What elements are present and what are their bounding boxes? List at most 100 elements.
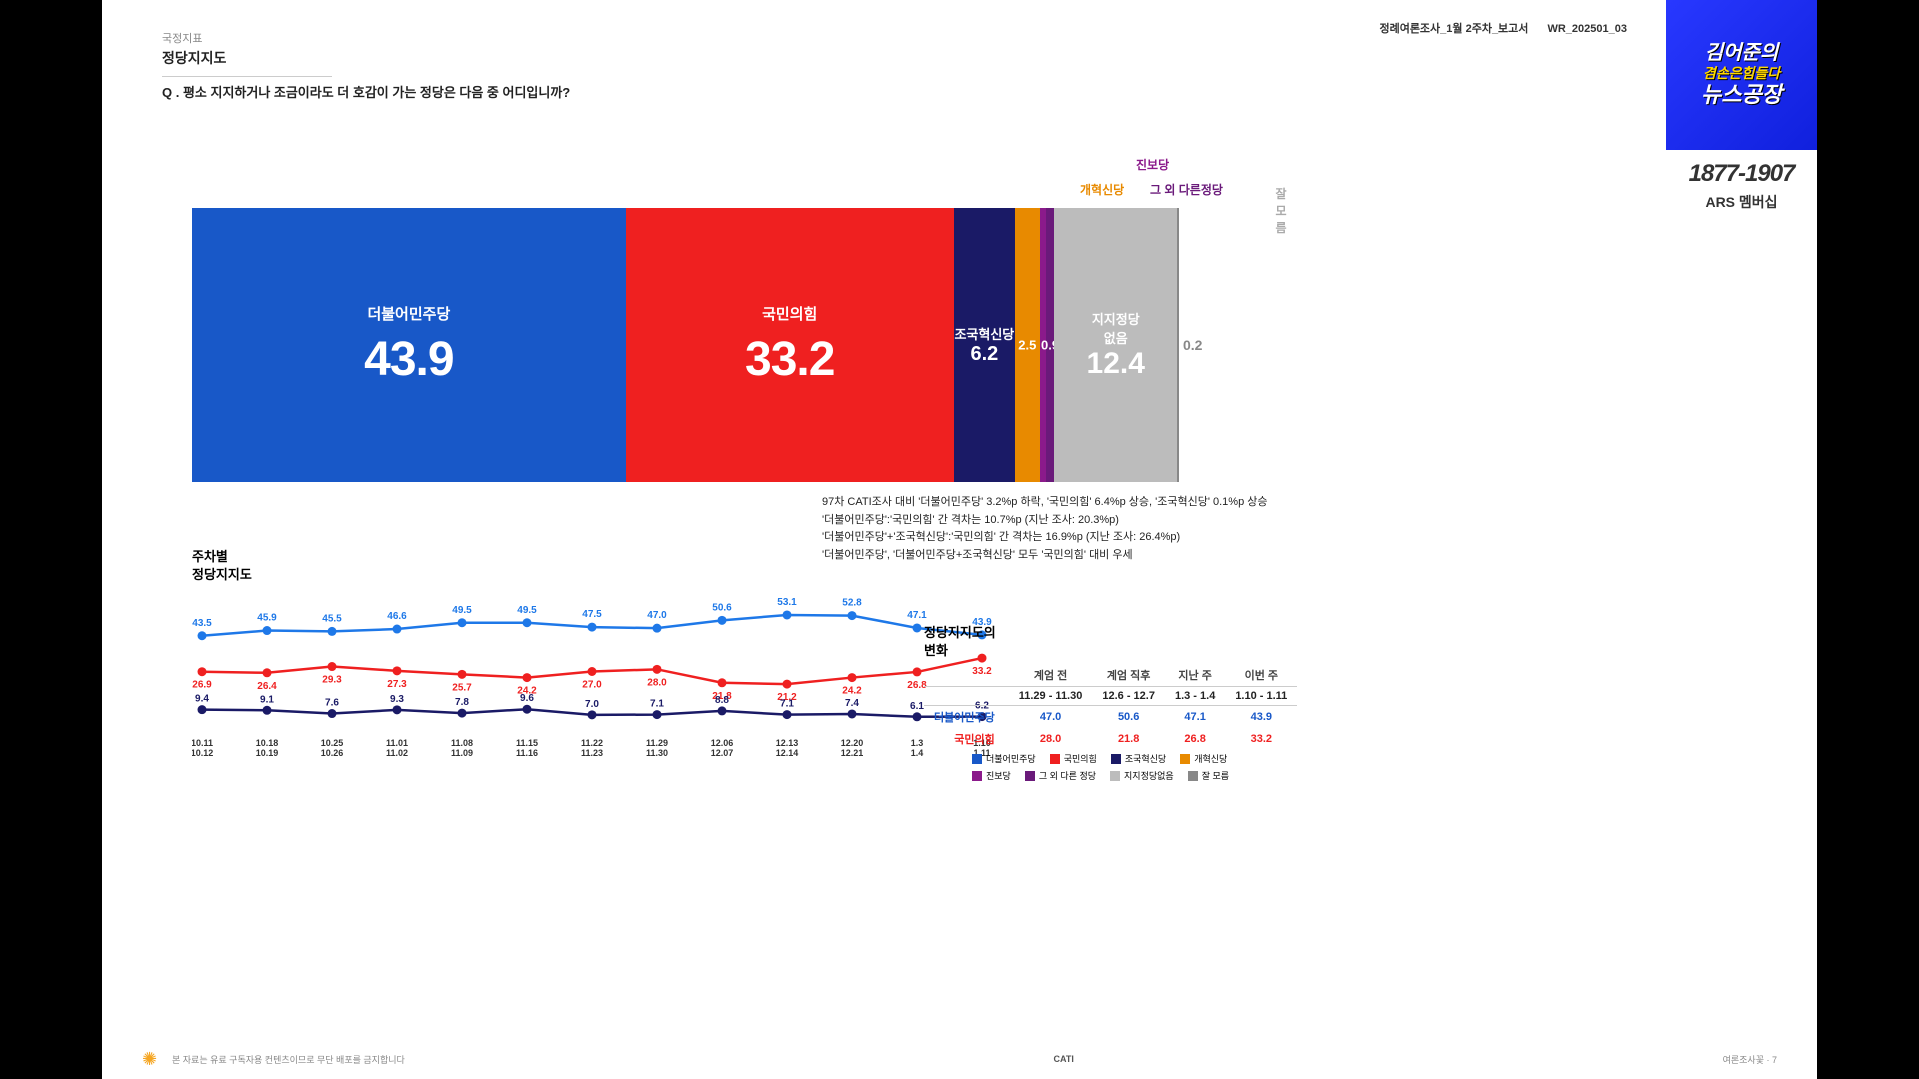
table-cell: 33.2 [1225,728,1297,750]
x-axis-label: 11.08 [451,738,473,748]
table-subheader: 12.6 - 12.7 [1092,687,1165,706]
line-point [653,624,662,633]
line-point [328,662,337,671]
line-point [523,673,532,682]
row-label: 더불어민주당 [924,706,1009,729]
line-value-label: 9.6 [520,693,534,704]
legend-label: 조국혁신당 [1125,752,1166,765]
x-axis-label: 10.25 [321,738,344,748]
bar-segment-0: 더불어민주당43.9 [192,208,626,482]
line-point [783,680,792,689]
x-axis-label: 1.3 [911,738,924,748]
sun-icon: ✺ [142,1049,162,1069]
line-point [913,623,922,632]
x-axis-label: 11.22 [581,738,603,748]
note-line-2: '더불어민주당'+'조국혁신당':'국민의힘' 간 격차는 16.9%p (지난… [822,529,1268,547]
brand-logo: 김어준의 겸손은힘들다 뉴스공장 [1666,0,1817,150]
stacked-bar-chart: 더불어민주당43.9국민의힘33.2조국혁신당6.22.50.60.9지지정당 … [192,208,1180,482]
line-value-label: 7.6 [325,698,339,709]
legend-label: 개혁신당 [1194,752,1227,765]
line-point [198,705,207,714]
bar-segment-2: 조국혁신당6.2 [954,208,1015,482]
legend-row: 진보당그 외 다른 정당지지정당없음잘 모름 [972,769,1229,782]
line-value-label: 9.3 [390,694,404,705]
line-point [718,706,727,715]
table-header: 이번 주 [1225,664,1297,687]
line-point [198,631,207,640]
x-axis-label: 11.30 [646,748,668,758]
table-row: 더불어민주당47.050.647.143.9 [924,706,1297,729]
report-code: WR_202501_03 [1547,23,1627,35]
x-axis-label: 10.12 [192,748,213,758]
legend-swatch [1188,771,1198,781]
legend-item: 더불어민주당 [972,752,1036,765]
header-block: 국정지표 정당지지도 [162,30,332,77]
line-value-label: 46.6 [387,611,407,622]
x-axis-label: 12.21 [841,748,864,758]
line-value-label: 49.5 [517,605,537,616]
table-subheader: 1.3 - 1.4 [1165,687,1225,706]
note-line-3: '더불어민주당', '더불어민주당+조국혁신당' 모두 '국민의힘' 대비 우세 [822,547,1268,565]
table-header: 계엄 전 [1009,664,1093,687]
line-point [653,665,662,674]
table-cell: 28.0 [1009,728,1093,750]
line-point [393,625,402,634]
x-axis-label: 10.26 [321,748,344,758]
top-party-labels: 진보당개혁신당그 외 다른정당잘 모름 [192,148,1292,203]
legend-swatch [972,754,982,764]
line-value-label: 47.5 [582,609,602,620]
line-point [198,667,207,676]
table-cell: 21.8 [1092,728,1165,750]
x-axis-label: 11.02 [386,748,408,758]
legend-label: 국민의힘 [1064,752,1097,765]
legend-label: 더불어민주당 [986,752,1036,765]
line-value-label: 43.5 [192,618,212,629]
page-footer: ✺ 본 자료는 유료 구독자용 컨텐츠이므로 무단 배포를 금지합니다 CATI… [102,1049,1817,1069]
x-axis-label: 11.09 [451,748,473,758]
question-text: Q . 평소 지지하거나 조금이라도 더 호감이 가는 정당은 다음 중 어디입… [162,82,570,101]
line-point [458,618,467,627]
line-value-label: 50.6 [712,602,732,613]
top-label-dontknow: 잘 모름 [1270,185,1292,236]
line-value-label: 9.1 [260,694,274,705]
line-point [588,710,597,719]
x-axis-label: 10.18 [256,738,279,748]
footer-method: CATI [1054,1054,1074,1064]
top-label-etc: 그 외 다른정당 [1150,181,1223,198]
table-subheader: 1.10 - 1.11 [1225,687,1297,706]
bar-segment-5: 0.9 [1046,208,1055,482]
logo-years: 1877-1907 [1666,160,1817,188]
table-header: 지난 주 [1165,664,1225,687]
line-point [848,611,857,620]
legend-item: 개혁신당 [1180,752,1227,765]
line-value-label: 52.8 [842,598,862,609]
weekly-chart-title: 주차별정당지지도 [192,548,252,584]
legend-swatch [972,771,982,781]
footer-disclaimer: 본 자료는 유료 구독자용 컨텐츠이므로 무단 배포를 금지합니다 [172,1053,405,1066]
legend-swatch [1111,754,1121,764]
line-value-label: 8.8 [715,695,729,706]
x-axis-label: 11.16 [516,748,538,758]
bar-segment-7: 0.2 [1177,208,1179,482]
legend-item: 지지정당없음 [1110,769,1174,782]
line-point [393,666,402,675]
line-point [393,705,402,714]
page-container: 정례여론조사_1월 2주차_보고서 WR_202501_03 김어준의 겸손은힘… [102,0,1817,1079]
legend-swatch [1180,754,1190,764]
top-label-jinbo: 진보당 [1136,156,1169,173]
line-value-label: 26.9 [192,680,212,691]
row-label: 국민의힘 [924,728,1009,750]
line-point [588,623,597,632]
line-value-label: 29.3 [322,675,342,686]
line-value-label: 7.8 [455,697,469,708]
line-point [263,626,272,635]
stacked-bar: 더불어민주당43.9국민의힘33.2조국혁신당6.22.50.60.9지지정당 … [192,208,1180,482]
line-point [263,668,272,677]
x-axis-label: 11.29 [646,738,668,748]
line-point [848,673,857,682]
line-point [588,667,597,676]
bar-segment-6: 지지정당 없음12.4 [1054,208,1177,482]
line-value-label: 49.5 [452,605,472,616]
legend-label: 지지정당없음 [1124,769,1174,782]
top-label-gaehyuk: 개혁신당 [1080,181,1124,198]
